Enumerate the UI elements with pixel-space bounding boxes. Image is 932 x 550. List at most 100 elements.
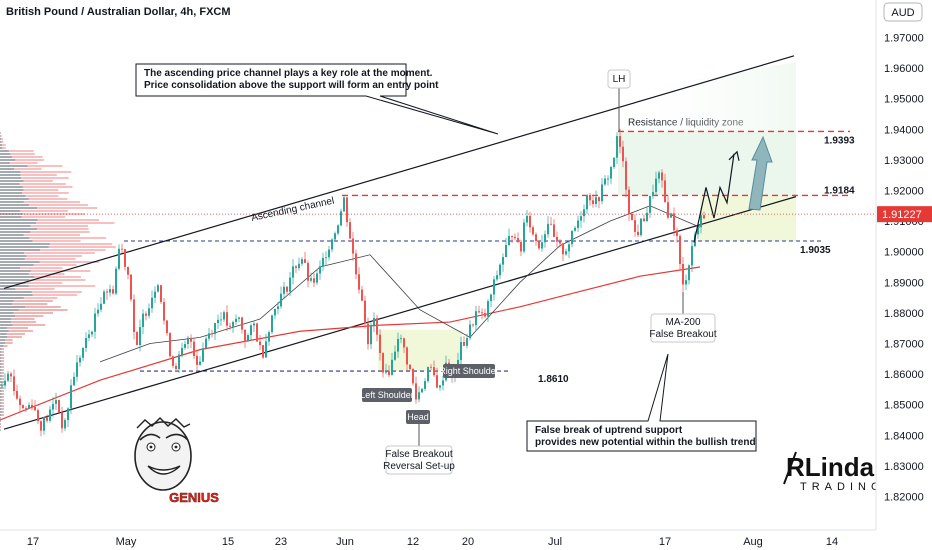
candle-body (415, 383, 417, 400)
volume-bar (1, 414, 5, 416)
candle-body (160, 285, 162, 303)
candle-body (550, 223, 552, 225)
svg-text:Left Shoulder: Left Shoulder (360, 390, 414, 400)
currency-badge[interactable]: AUD (883, 2, 923, 22)
candle-body (229, 325, 231, 327)
volume-bar (13, 300, 53, 302)
candle-body (46, 417, 48, 421)
svg-text:RLinda: RLinda (786, 452, 875, 482)
candle-body (4, 380, 6, 386)
candle-body (292, 266, 294, 278)
volume-bar (1, 408, 5, 410)
candle-body (91, 331, 93, 335)
x-tick-label: 14 (826, 536, 838, 548)
candle-body (130, 274, 132, 300)
box1-line1: The ascending price channel plays a key … (144, 68, 433, 79)
candle-body (220, 319, 222, 321)
volume-bar (7, 327, 29, 329)
price-axis[interactable]: 1.97000 1.96000 1.95000 1.94000 1.93000 1.920… (875, 0, 932, 530)
candle-body (607, 178, 609, 180)
volume-bar (25, 306, 61, 308)
volume-bar-core (0, 240, 33, 242)
volume-bar-core (0, 330, 9, 332)
candle-body (286, 286, 288, 292)
volume-bar (1, 366, 4, 368)
volume-bar-core (0, 177, 22, 179)
candle-body (589, 195, 591, 201)
candle-body (190, 337, 192, 342)
candle-body (460, 341, 462, 361)
volume-bar-core (0, 216, 22, 218)
volume-bar-core (0, 354, 2, 356)
volume-bar (8, 330, 33, 332)
candle-body (541, 242, 543, 249)
candle-body (232, 321, 234, 327)
candle-body (382, 352, 384, 373)
volume-bar-core (0, 279, 30, 281)
candle-body (559, 241, 561, 244)
candle-body (13, 376, 15, 392)
left-shoulder-tag: Left Shoulder (360, 388, 414, 402)
time-axis[interactable]: 17 May 15 23 Jun 12 20 Jul 17 Aug 14 (0, 529, 932, 550)
candle-body (346, 197, 348, 223)
candle-body (637, 231, 639, 236)
volume-bar-core (0, 339, 6, 341)
candle-body (649, 195, 651, 213)
candle-body (175, 365, 177, 370)
candle-body (136, 332, 138, 346)
candle-body (418, 392, 420, 400)
lh-label: LH (607, 69, 631, 132)
candle-body (619, 136, 621, 147)
candle-body (85, 337, 87, 349)
volume-profile (0, 132, 116, 431)
candle-body (565, 251, 567, 255)
candle-body (466, 338, 468, 346)
candle-body (664, 180, 666, 203)
candle-body (691, 246, 693, 266)
svg-text:Reversal Set-up: Reversal Set-up (383, 461, 455, 472)
volume-bar-core (0, 222, 37, 224)
volume-bar-core (0, 315, 16, 317)
box1-line2: Price consolidation above the support wi… (144, 80, 439, 91)
volume-bar-core (0, 384, 2, 386)
candle-body (133, 299, 135, 333)
volume-bar (6, 333, 26, 335)
candle-body (70, 385, 72, 409)
candle-body (274, 309, 276, 316)
volume-bar (1, 372, 4, 374)
volume-bar (28, 285, 96, 287)
candle-body (97, 309, 99, 314)
box2-line2: provides new potential within the bullis… (535, 437, 756, 448)
candle-body (427, 366, 429, 382)
volume-bar-core (0, 405, 2, 407)
candle-body (73, 376, 75, 386)
volume-bar-core (0, 381, 2, 383)
volume-bar (27, 165, 63, 167)
volume-bar-core (0, 168, 15, 170)
volume-bar-core (0, 342, 6, 344)
candle-body (310, 278, 312, 281)
volume-bar-core (0, 147, 3, 149)
volume-bar-core (0, 282, 26, 284)
volume-bar (25, 195, 59, 197)
volume-bar (1, 390, 4, 392)
candle-body (226, 312, 228, 326)
volume-bar (8, 150, 34, 152)
candle-body (511, 235, 513, 237)
candle-body (667, 202, 669, 218)
candle-body (613, 157, 615, 167)
svg-text:Head: Head (407, 412, 429, 422)
candle-body (376, 318, 378, 335)
volume-bar (23, 189, 59, 191)
candle-body (277, 306, 279, 310)
candle-body (94, 313, 96, 332)
volume-bar (14, 168, 42, 170)
y-tick-label: 1.88000 (884, 308, 924, 320)
candle-body (604, 178, 606, 185)
candle-body (628, 189, 630, 214)
svg-text:Right Shoulder: Right Shoulder (439, 366, 499, 376)
volume-bar (13, 312, 53, 314)
candle-body (442, 380, 444, 386)
channel-fade (618, 62, 796, 132)
